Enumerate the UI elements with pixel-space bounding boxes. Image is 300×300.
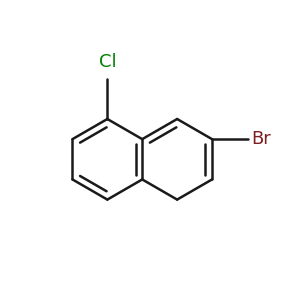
Text: Cl: Cl — [98, 53, 116, 71]
Text: Br: Br — [251, 130, 271, 148]
